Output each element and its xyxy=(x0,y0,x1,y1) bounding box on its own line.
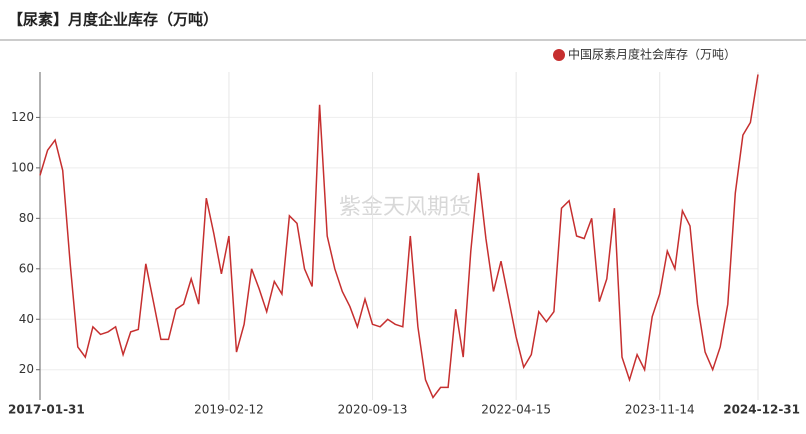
legend-marker xyxy=(553,49,565,61)
y-tick-label: 120 xyxy=(11,110,34,124)
x-tick-label: 2023-11-14 xyxy=(625,403,695,417)
x-tick-label: 2022-04-15 xyxy=(481,403,551,417)
watermark: 紫金天风期货 xyxy=(339,195,471,220)
x-tick-label: 2024-12-31 xyxy=(723,403,800,417)
y-tick-label: 40 xyxy=(19,312,34,326)
y-tick-label: 20 xyxy=(19,362,34,376)
x-tick-label: 2017-01-31 xyxy=(8,403,85,417)
series-line xyxy=(39,74,759,399)
chart-title: 【尿素】月度企业库存（万吨） xyxy=(8,11,218,29)
y-tick-label: 100 xyxy=(11,160,34,174)
x-tick-label: 2019-02-12 xyxy=(194,403,264,417)
x-tick-label: 2020-09-13 xyxy=(338,403,408,417)
legend-label: 中国尿素月度社会库存（万吨） xyxy=(568,47,736,62)
y-tick-label: 60 xyxy=(19,261,34,275)
y-tick-label: 80 xyxy=(19,211,34,225)
